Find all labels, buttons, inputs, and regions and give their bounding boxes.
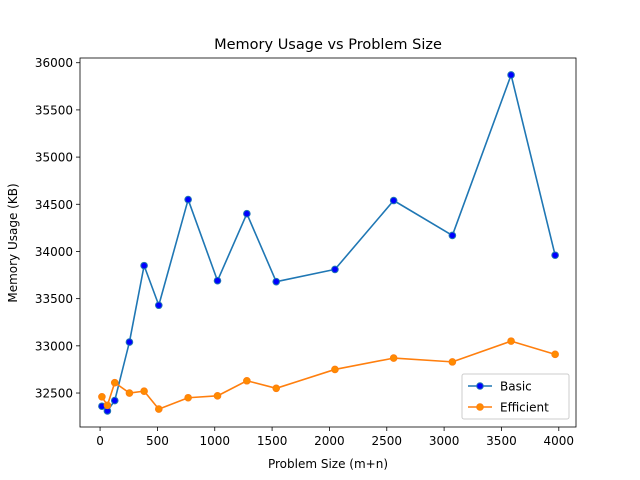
x-tick-label: 1000 <box>199 434 230 448</box>
x-tick-label: 3000 <box>429 434 460 448</box>
y-tick-label: 33500 <box>35 292 73 306</box>
data-point-basic <box>184 195 192 204</box>
data-point-efficient <box>110 378 119 387</box>
data-point-efficient <box>331 365 339 374</box>
data-point-efficient <box>184 393 192 402</box>
x-tick-label: 4000 <box>544 434 575 448</box>
y-tick-label: 36000 <box>35 56 73 70</box>
data-point-efficient <box>140 387 148 395</box>
data-point-basic <box>125 338 134 346</box>
data-point-basic <box>551 251 559 260</box>
data-point-basic <box>243 209 251 218</box>
data-point-basic <box>213 276 222 285</box>
data-point-basic <box>331 265 339 274</box>
y-tick-label: 35500 <box>35 103 73 117</box>
data-point-efficient <box>154 405 163 413</box>
data-point-basic <box>154 301 163 310</box>
axes-frame <box>79 57 577 428</box>
data-point-efficient <box>103 401 112 410</box>
data-point-efficient <box>125 389 134 397</box>
y-tick-label: 34000 <box>35 245 73 259</box>
data-point-efficient <box>448 358 457 366</box>
x-tick-label: 2500 <box>372 434 403 448</box>
legend-label-basic: Basic <box>500 380 532 394</box>
x-tick-label: 500 <box>146 434 169 448</box>
y-tick-label: 34500 <box>35 198 73 212</box>
data-point-basic <box>272 277 281 286</box>
data-point-efficient <box>98 393 106 401</box>
x-tick-label: 0 <box>96 434 104 448</box>
x-axis-label: Problem Size (m+n) <box>268 457 388 471</box>
x-tick-label: 2000 <box>314 434 345 448</box>
data-point-efficient <box>389 354 398 362</box>
data-point-efficient <box>507 337 515 345</box>
data-point-efficient <box>243 376 251 385</box>
data-point-basic <box>448 231 457 240</box>
data-point-basic <box>389 196 398 205</box>
legend-label-efficient: Efficient <box>500 401 549 415</box>
data-point-efficient <box>551 350 559 359</box>
chart-title: Memory Usage vs Problem Size <box>214 37 442 53</box>
legend-marker-basic <box>476 382 484 390</box>
x-tick-label: 3500 <box>486 434 517 448</box>
legend-marker-efficient <box>476 403 484 411</box>
plot-area: 0 500 1000 1500 2000 2500 3000 3500 4000 32500 330… <box>35 56 577 448</box>
data-point-efficient <box>272 384 281 393</box>
data-point-efficient <box>213 392 222 400</box>
legend: Basic Efficient <box>461 373 570 420</box>
data-point-basic <box>140 261 148 270</box>
data-point-basic <box>507 71 515 79</box>
y-axis-label: Memory Usage (KB) <box>6 183 20 302</box>
y-tick-label: 32500 <box>35 387 73 401</box>
x-tick-label: 1500 <box>257 434 288 448</box>
y-tick-label: 33000 <box>35 339 73 353</box>
data-point-basic <box>110 396 119 405</box>
y-tick-label: 35000 <box>35 151 73 165</box>
